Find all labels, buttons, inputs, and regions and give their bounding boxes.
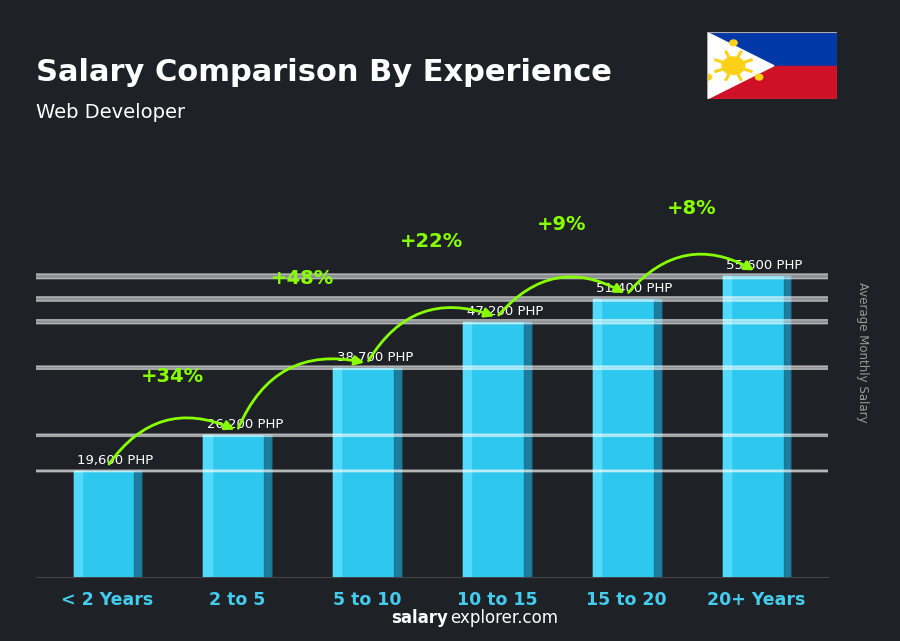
Circle shape <box>0 366 900 369</box>
Bar <box>134 471 141 577</box>
Text: 55,600 PHP: 55,600 PHP <box>726 260 803 272</box>
Bar <box>524 322 531 577</box>
Circle shape <box>730 40 737 46</box>
Bar <box>203 435 212 577</box>
Circle shape <box>0 274 900 279</box>
Bar <box>723 276 790 577</box>
Bar <box>394 368 400 577</box>
Text: salary: salary <box>392 609 448 627</box>
Bar <box>265 435 271 577</box>
Bar <box>203 435 271 577</box>
Circle shape <box>704 74 712 80</box>
Text: 51,400 PHP: 51,400 PHP <box>597 282 672 295</box>
Bar <box>784 276 790 577</box>
Bar <box>706 66 837 99</box>
Text: Web Developer: Web Developer <box>36 103 185 122</box>
Bar <box>74 471 141 577</box>
Text: +22%: +22% <box>400 232 464 251</box>
Bar <box>706 32 837 66</box>
Text: 19,600 PHP: 19,600 PHP <box>77 454 153 467</box>
Bar <box>333 368 400 577</box>
Text: Average Monthly Salary: Average Monthly Salary <box>856 282 868 423</box>
Circle shape <box>755 74 763 80</box>
Circle shape <box>0 470 900 472</box>
Text: +48%: +48% <box>271 269 334 288</box>
Text: +34%: +34% <box>140 367 204 386</box>
Polygon shape <box>706 32 774 99</box>
Bar <box>464 322 531 577</box>
Text: explorer.com: explorer.com <box>450 609 558 627</box>
Bar <box>74 471 82 577</box>
Bar <box>653 299 661 577</box>
Circle shape <box>0 320 900 324</box>
Bar <box>593 299 661 577</box>
Circle shape <box>722 57 745 74</box>
Text: 26,200 PHP: 26,200 PHP <box>207 419 284 431</box>
Text: +8%: +8% <box>667 199 716 218</box>
Bar <box>464 322 472 577</box>
Bar <box>333 368 341 577</box>
Bar <box>593 299 601 577</box>
Circle shape <box>0 297 900 301</box>
Text: +9%: +9% <box>537 215 587 235</box>
Text: Salary Comparison By Experience: Salary Comparison By Experience <box>36 58 612 87</box>
Bar <box>723 276 731 577</box>
Circle shape <box>0 434 900 437</box>
Text: 38,700 PHP: 38,700 PHP <box>337 351 413 363</box>
Text: 47,200 PHP: 47,200 PHP <box>466 305 543 318</box>
